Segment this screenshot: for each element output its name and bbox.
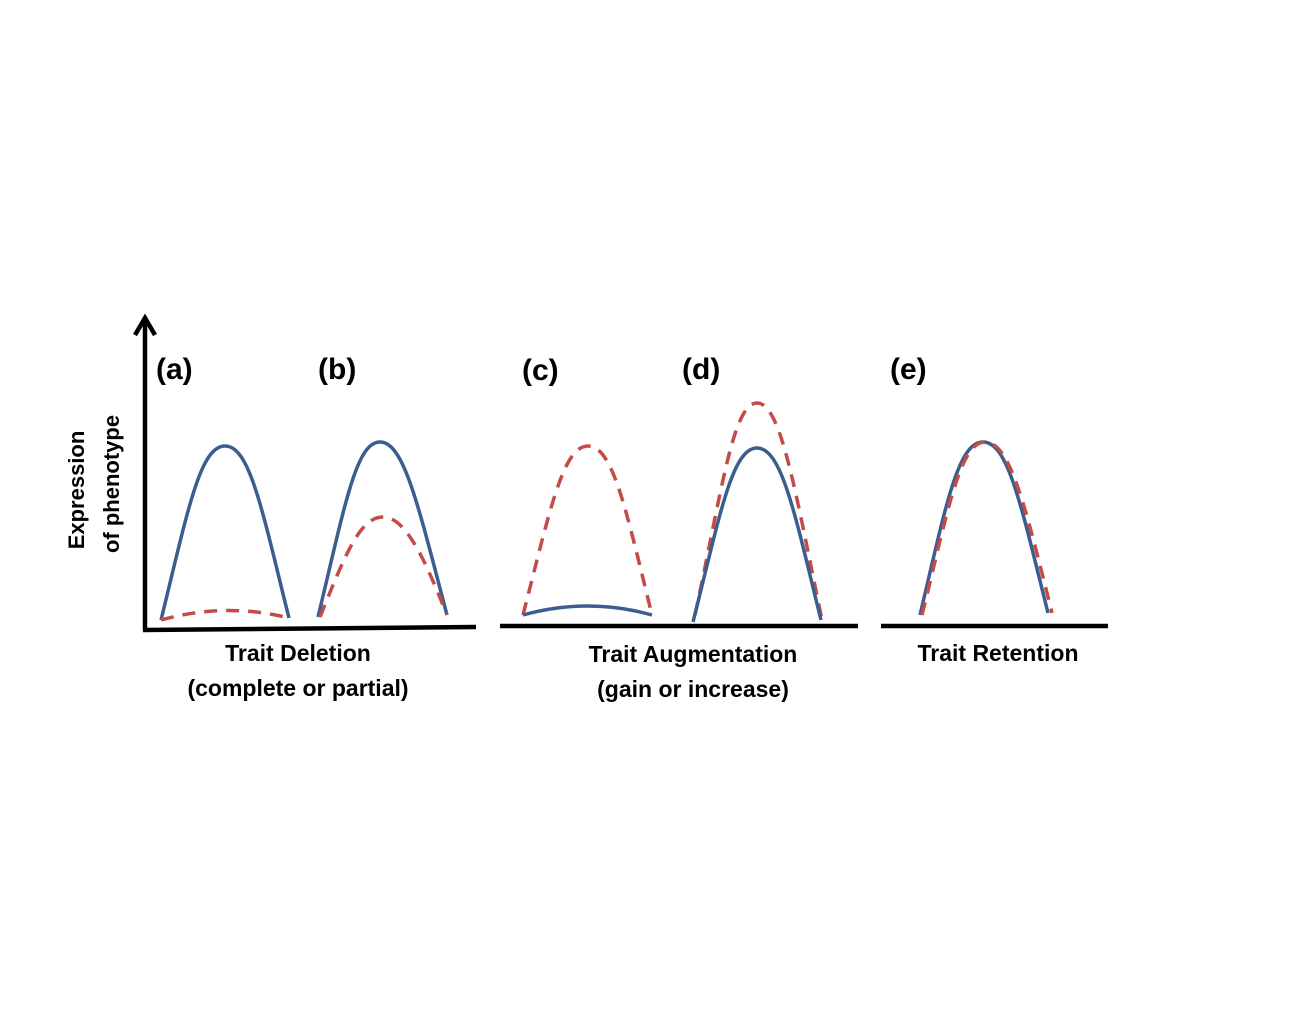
y-axis-label-line1: Expression <box>64 431 89 550</box>
panel-label-d: (d) <box>682 353 720 386</box>
curve-e-derived <box>920 440 1054 616</box>
panel-label-a: (a) <box>156 353 193 386</box>
panel-label-b: (b) <box>318 353 356 386</box>
group-subtitle-deletion: (complete or partial) <box>187 675 408 701</box>
curve-d-derived <box>693 401 824 621</box>
x-axis-deletion <box>142 624 477 633</box>
curve-b-ancestral <box>316 440 449 618</box>
curve-b-derived <box>318 515 449 618</box>
group-title-augmentation: Trait Augmentation <box>589 641 798 667</box>
curve-c-ancestral <box>522 604 653 617</box>
panel-label-c: (c) <box>522 354 559 387</box>
curve-a-derived <box>160 608 290 622</box>
curve-c-derived <box>521 444 654 616</box>
group-title-deletion: Trait Deletion <box>225 640 371 666</box>
curve-a-ancestral <box>159 444 291 621</box>
y-axis-label-line2: of phenotype <box>99 415 124 553</box>
group-subtitle-augmentation: (gain or increase) <box>597 676 789 702</box>
group-title-retention: Trait Retention <box>917 640 1078 666</box>
panel-label-e: (e) <box>890 353 927 386</box>
y-axis-arrow-icon <box>133 313 157 337</box>
curve-d-ancestral <box>691 446 823 623</box>
